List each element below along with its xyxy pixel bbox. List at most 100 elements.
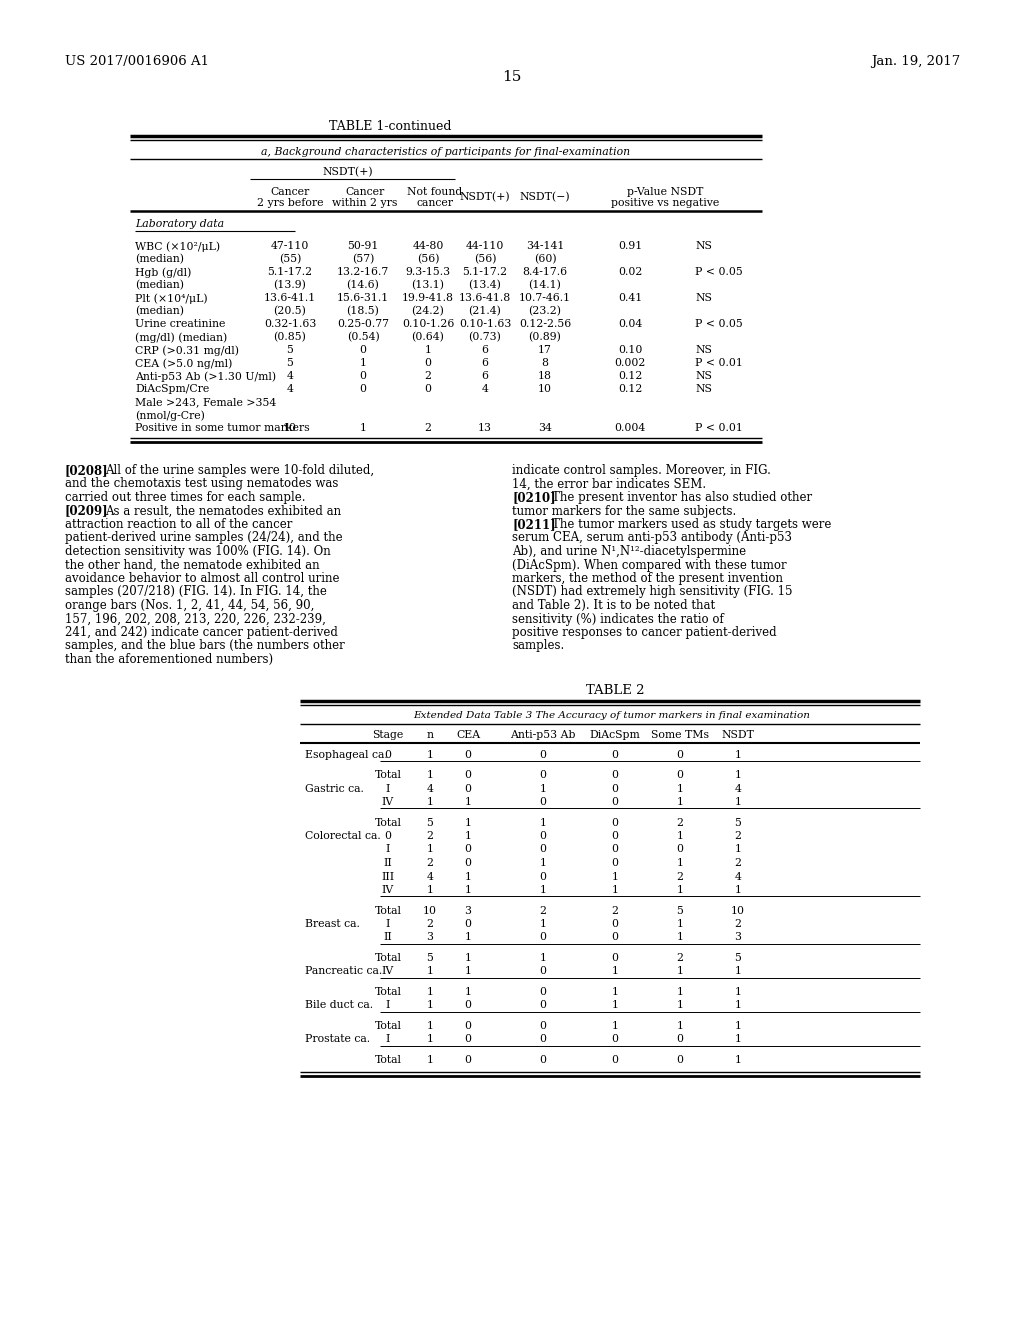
Text: 19.9-41.8: 19.9-41.8 bbox=[402, 293, 454, 304]
Text: 0: 0 bbox=[677, 750, 683, 759]
Text: 0: 0 bbox=[359, 384, 367, 393]
Text: and the chemotaxis test using nematodes was: and the chemotaxis test using nematodes … bbox=[65, 478, 338, 491]
Text: Gastric ca.: Gastric ca. bbox=[305, 784, 364, 793]
Text: (0.64): (0.64) bbox=[412, 333, 444, 342]
Text: 157, 196, 202, 208, 213, 220, 226, 232-239,: 157, 196, 202, 208, 213, 220, 226, 232-2… bbox=[65, 612, 326, 626]
Text: Total: Total bbox=[375, 817, 401, 828]
Text: CRP (>0.31 mg/dl): CRP (>0.31 mg/dl) bbox=[135, 345, 239, 355]
Text: CEA (>5.0 ng/ml): CEA (>5.0 ng/ml) bbox=[135, 358, 232, 368]
Text: 2: 2 bbox=[425, 422, 431, 433]
Text: 241, and 242) indicate cancer patient-derived: 241, and 242) indicate cancer patient-de… bbox=[65, 626, 338, 639]
Text: 0: 0 bbox=[384, 832, 391, 841]
Text: 0.41: 0.41 bbox=[617, 293, 642, 304]
Text: (18.5): (18.5) bbox=[346, 306, 380, 317]
Text: 17: 17 bbox=[538, 345, 552, 355]
Text: 0.25-0.77: 0.25-0.77 bbox=[337, 319, 389, 329]
Text: (median): (median) bbox=[135, 306, 184, 317]
Text: 1: 1 bbox=[427, 845, 433, 854]
Text: II: II bbox=[384, 932, 392, 942]
Text: I: I bbox=[386, 784, 390, 793]
Text: 1: 1 bbox=[540, 784, 547, 793]
Text: (13.9): (13.9) bbox=[273, 280, 306, 290]
Text: sensitivity (%) indicates the ratio of: sensitivity (%) indicates the ratio of bbox=[512, 612, 724, 626]
Text: samples.: samples. bbox=[512, 639, 564, 652]
Text: 44-80: 44-80 bbox=[413, 242, 443, 251]
Text: cancer: cancer bbox=[417, 198, 454, 209]
Text: 0: 0 bbox=[425, 384, 431, 393]
Text: 0: 0 bbox=[540, 1001, 547, 1011]
Text: 0: 0 bbox=[611, 797, 618, 807]
Text: Male >243, Female >354: Male >243, Female >354 bbox=[135, 397, 276, 407]
Text: 5.1-17.2: 5.1-17.2 bbox=[267, 267, 312, 277]
Text: 1: 1 bbox=[677, 858, 683, 869]
Text: The tumor markers used as study targets were: The tumor markers used as study targets … bbox=[552, 517, 831, 531]
Text: 0.32-1.63: 0.32-1.63 bbox=[264, 319, 316, 329]
Text: 8.4-17.6: 8.4-17.6 bbox=[522, 267, 567, 277]
Text: 10: 10 bbox=[283, 422, 297, 433]
Text: tumor markers for the same subjects.: tumor markers for the same subjects. bbox=[512, 504, 736, 517]
Text: NS: NS bbox=[695, 384, 712, 393]
Text: WBC (×10²/μL): WBC (×10²/μL) bbox=[135, 242, 220, 252]
Text: 3: 3 bbox=[427, 932, 433, 942]
Text: n: n bbox=[427, 730, 433, 739]
Text: 1: 1 bbox=[465, 987, 471, 997]
Text: Colorectal ca.: Colorectal ca. bbox=[305, 832, 381, 841]
Text: carried out three times for each sample.: carried out three times for each sample. bbox=[65, 491, 305, 504]
Text: (NSDT) had extremely high sensitivity (FIG. 15: (NSDT) had extremely high sensitivity (F… bbox=[512, 586, 793, 598]
Text: NS: NS bbox=[695, 371, 712, 381]
Text: (0.73): (0.73) bbox=[469, 333, 502, 342]
Text: 1: 1 bbox=[427, 1035, 433, 1044]
Text: 1: 1 bbox=[611, 1020, 618, 1031]
Text: II: II bbox=[384, 858, 392, 869]
Text: a, Background characteristics of participants for final-examination: a, Background characteristics of partici… bbox=[261, 147, 631, 157]
Text: 0: 0 bbox=[611, 845, 618, 854]
Text: I: I bbox=[386, 1035, 390, 1044]
Text: 5: 5 bbox=[427, 817, 433, 828]
Text: 3: 3 bbox=[465, 906, 471, 916]
Text: Jan. 19, 2017: Jan. 19, 2017 bbox=[870, 55, 961, 69]
Text: Positive in some tumor markers: Positive in some tumor markers bbox=[135, 422, 309, 433]
Text: 13.6-41.8: 13.6-41.8 bbox=[459, 293, 511, 304]
Text: 1: 1 bbox=[677, 832, 683, 841]
Text: (median): (median) bbox=[135, 253, 184, 264]
Text: 0.10-1.26: 0.10-1.26 bbox=[401, 319, 455, 329]
Text: 1: 1 bbox=[677, 932, 683, 942]
Text: 0: 0 bbox=[540, 1020, 547, 1031]
Text: 10: 10 bbox=[423, 906, 437, 916]
Text: Not found: Not found bbox=[408, 187, 463, 197]
Text: p-Value NSDT: p-Value NSDT bbox=[627, 187, 703, 197]
Text: 1: 1 bbox=[465, 832, 471, 841]
Text: 0: 0 bbox=[677, 770, 683, 780]
Text: 1: 1 bbox=[611, 871, 618, 882]
Text: Anti-p53 Ab (>1.30 U/ml): Anti-p53 Ab (>1.30 U/ml) bbox=[135, 371, 276, 381]
Text: 1: 1 bbox=[677, 884, 683, 895]
Text: 44-110: 44-110 bbox=[466, 242, 504, 251]
Text: positive responses to cancer patient-derived: positive responses to cancer patient-der… bbox=[512, 626, 776, 639]
Text: 5: 5 bbox=[734, 953, 741, 964]
Text: DiAcSpm/Cre: DiAcSpm/Cre bbox=[135, 384, 209, 393]
Text: 1: 1 bbox=[425, 345, 431, 355]
Text: (13.4): (13.4) bbox=[469, 280, 502, 290]
Text: IV: IV bbox=[382, 884, 394, 895]
Text: NSDT(−): NSDT(−) bbox=[520, 191, 570, 202]
Text: 0: 0 bbox=[677, 1055, 683, 1065]
Text: (DiAcSpm). When compared with these tumor: (DiAcSpm). When compared with these tumo… bbox=[512, 558, 786, 572]
Text: 1: 1 bbox=[734, 1035, 741, 1044]
Text: 1: 1 bbox=[465, 966, 471, 977]
Text: Plt (×10⁴/μL): Plt (×10⁴/μL) bbox=[135, 293, 208, 304]
Text: 1: 1 bbox=[734, 966, 741, 977]
Text: 1: 1 bbox=[540, 858, 547, 869]
Text: (median): (median) bbox=[135, 280, 184, 290]
Text: 1: 1 bbox=[465, 871, 471, 882]
Text: Total: Total bbox=[375, 1055, 401, 1065]
Text: 15.6-31.1: 15.6-31.1 bbox=[337, 293, 389, 304]
Text: 10: 10 bbox=[538, 384, 552, 393]
Text: NSDT(+): NSDT(+) bbox=[460, 191, 510, 202]
Text: 1: 1 bbox=[611, 1001, 618, 1011]
Text: 5: 5 bbox=[287, 345, 294, 355]
Text: CEA: CEA bbox=[456, 730, 480, 739]
Text: 5.1-17.2: 5.1-17.2 bbox=[463, 267, 508, 277]
Text: Extended Data Table 3 The Accuracy of tumor markers in final examination: Extended Data Table 3 The Accuracy of tu… bbox=[414, 711, 810, 721]
Text: (56): (56) bbox=[474, 253, 497, 264]
Text: 0.02: 0.02 bbox=[617, 267, 642, 277]
